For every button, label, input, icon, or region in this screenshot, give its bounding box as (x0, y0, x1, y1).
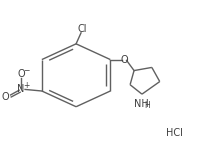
Text: NH: NH (134, 99, 148, 109)
Text: H: H (145, 101, 150, 110)
Text: O: O (1, 92, 9, 101)
Text: HCl: HCl (166, 128, 183, 138)
Text: +: + (23, 81, 30, 90)
Text: N: N (17, 84, 25, 94)
Text: O: O (120, 55, 128, 65)
Text: −: − (23, 67, 30, 76)
Text: Cl: Cl (77, 24, 87, 34)
Text: O: O (17, 69, 25, 79)
